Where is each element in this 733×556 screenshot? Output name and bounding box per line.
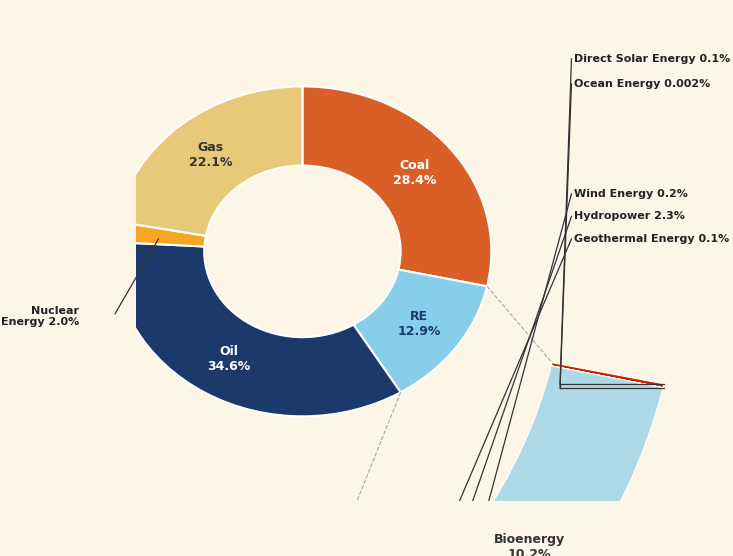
Text: Bioenergy
10.2%: Bioenergy 10.2%: [493, 533, 564, 556]
Text: Ocean Energy 0.002%: Ocean Energy 0.002%: [575, 79, 710, 89]
Text: Direct Solar Energy 0.1%: Direct Solar Energy 0.1%: [575, 54, 731, 64]
Text: RE
12.9%: RE 12.9%: [398, 310, 441, 338]
Text: Coal
28.4%: Coal 28.4%: [392, 158, 436, 187]
Text: Wind Energy 0.2%: Wind Energy 0.2%: [575, 189, 688, 199]
Wedge shape: [356, 366, 663, 556]
Wedge shape: [551, 366, 663, 388]
Text: Gas
22.1%: Gas 22.1%: [189, 141, 232, 169]
Wedge shape: [117, 86, 303, 236]
Wedge shape: [353, 270, 487, 393]
Text: Oil
34.6%: Oil 34.6%: [207, 345, 250, 373]
Wedge shape: [303, 86, 491, 286]
Text: Nuclear
Energy 2.0%: Nuclear Energy 2.0%: [1, 306, 79, 327]
Text: Geothermal Energy 0.1%: Geothermal Energy 0.1%: [575, 234, 729, 244]
Wedge shape: [551, 363, 664, 388]
Text: Hydropower 2.3%: Hydropower 2.3%: [575, 211, 685, 221]
Wedge shape: [114, 242, 401, 416]
Wedge shape: [114, 221, 206, 246]
